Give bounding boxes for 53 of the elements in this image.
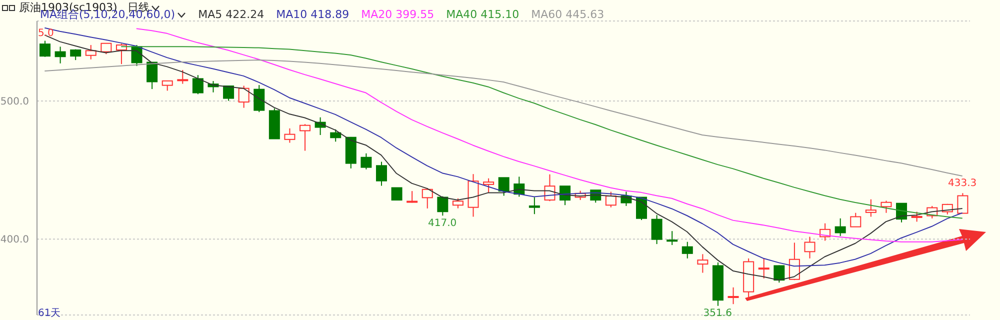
candlestick bbox=[300, 124, 311, 152]
candlestick bbox=[85, 44, 96, 60]
candlestick bbox=[697, 254, 708, 274]
candlestick bbox=[254, 84, 265, 113]
y-tick-label: 400.0 bbox=[0, 234, 29, 246]
candlestick bbox=[192, 74, 204, 95]
candlestick bbox=[758, 258, 770, 279]
candlestick bbox=[100, 42, 112, 55]
annotation: 417.0 bbox=[426, 218, 458, 229]
annotation: 61天 bbox=[38, 307, 61, 320]
text: MA20 399.55 bbox=[361, 8, 434, 21]
candlestick bbox=[40, 40, 50, 58]
candlestick bbox=[284, 128, 296, 144]
candlestick bbox=[177, 70, 188, 84]
candlestick bbox=[437, 196, 448, 216]
candlestick bbox=[238, 85, 250, 108]
candlestick bbox=[498, 177, 510, 196]
candlestick bbox=[728, 286, 739, 305]
candlestick bbox=[834, 218, 846, 237]
candlestick bbox=[666, 230, 678, 246]
text: MA40 415.10 bbox=[446, 8, 520, 21]
legend-label: MA5 422.24 bbox=[198, 8, 264, 21]
candlestick bbox=[865, 198, 876, 218]
candlestick bbox=[957, 192, 968, 214]
candlestick bbox=[911, 211, 922, 222]
annotation: 433.3 bbox=[947, 178, 978, 190]
candlestick bbox=[605, 191, 616, 208]
candlestick bbox=[850, 212, 862, 228]
candlestick bbox=[528, 196, 540, 215]
candlestick bbox=[774, 264, 785, 284]
line-series bbox=[44, 60, 963, 177]
candlestick bbox=[422, 188, 433, 209]
candlestick bbox=[880, 200, 892, 214]
y-tick-label: 500.0 bbox=[0, 96, 29, 108]
candlestick bbox=[162, 80, 173, 92]
candlestick bbox=[360, 152, 372, 170]
candlestick bbox=[391, 187, 402, 201]
candlestick bbox=[330, 128, 342, 142]
candlestick bbox=[223, 85, 234, 102]
candlestick bbox=[376, 161, 387, 186]
annotation: 351.6 bbox=[702, 308, 733, 319]
candlestick bbox=[452, 198, 464, 209]
candlestick bbox=[788, 242, 800, 281]
text: MA10 418.89 bbox=[276, 8, 350, 21]
candlestick bbox=[406, 190, 418, 204]
candlestick bbox=[682, 241, 693, 259]
text: MA60 445.63 bbox=[531, 8, 604, 21]
candlestick bbox=[804, 236, 816, 259]
annotation: 5.0 bbox=[38, 28, 54, 39]
candlestick bbox=[651, 214, 662, 245]
candlestick bbox=[146, 62, 158, 90]
candlestick bbox=[54, 46, 66, 64]
candlestick bbox=[483, 178, 494, 194]
